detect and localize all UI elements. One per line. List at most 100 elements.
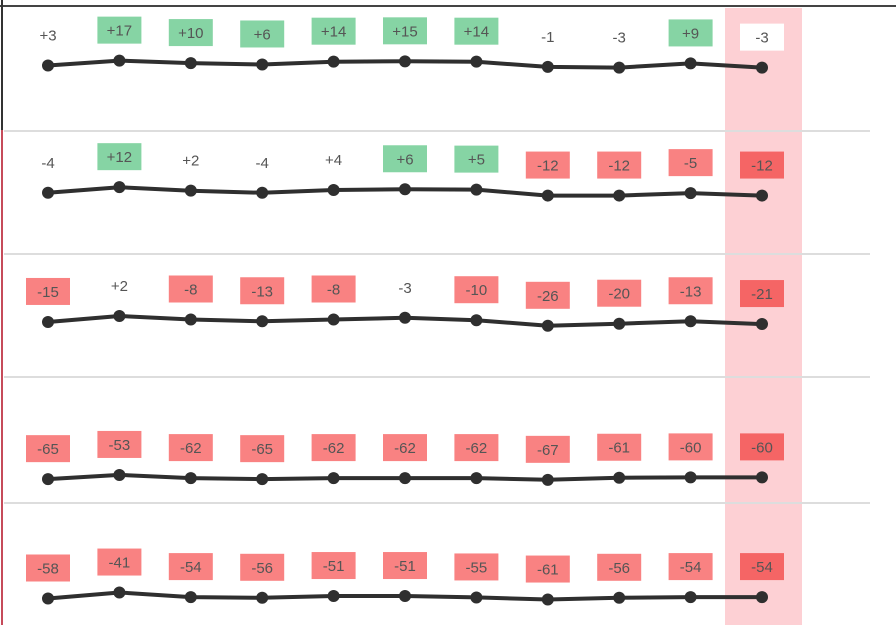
data-point [256, 473, 269, 486]
data-point [684, 57, 697, 70]
data-label-box [26, 277, 70, 305]
data-label: +4 [325, 152, 342, 169]
data-point [613, 591, 626, 604]
data-point [42, 59, 54, 72]
data-label: -62 [394, 440, 416, 457]
data-point [399, 55, 411, 68]
data-point [684, 591, 697, 604]
data-point [184, 591, 197, 604]
data-point [470, 314, 483, 327]
data-point [684, 187, 697, 200]
data-label-box [383, 552, 427, 580]
data-label-box [597, 433, 642, 461]
data-label: -5 [684, 155, 697, 172]
data-point [399, 183, 411, 196]
data-point [42, 315, 54, 328]
data-label: -10 [466, 282, 488, 299]
data-label: +3 [39, 28, 56, 45]
data-label: -12 [751, 158, 773, 175]
data-label-box [454, 434, 499, 462]
data-label: -13 [680, 283, 702, 300]
data-point [541, 189, 554, 202]
data-label-box [240, 277, 285, 305]
data-point [184, 57, 197, 70]
data-point [42, 186, 54, 199]
data-point [256, 591, 269, 604]
data-label: -60 [680, 439, 702, 456]
data-point [327, 472, 340, 485]
data-point [541, 319, 554, 332]
data-label-box [311, 275, 356, 303]
data-label: -26 [537, 288, 559, 305]
data-point [613, 189, 626, 202]
data-label-box [597, 279, 642, 307]
data-point [256, 315, 269, 328]
data-point [470, 591, 483, 604]
data-point [327, 313, 340, 326]
data-label: -3 [398, 280, 411, 297]
data-label-box [168, 434, 213, 462]
data-label-box [97, 143, 142, 171]
data-label: -56 [251, 560, 273, 577]
data-label-box [454, 276, 499, 304]
data-label: -21 [751, 286, 773, 303]
data-label-box [240, 20, 285, 48]
data-label: -4 [41, 155, 54, 172]
data-point [613, 61, 626, 74]
data-label-box [740, 23, 784, 51]
data-point [113, 181, 126, 194]
data-point [684, 471, 697, 484]
data-label-box [740, 280, 784, 308]
data-label: -51 [394, 558, 416, 575]
data-label: -53 [109, 437, 131, 454]
data-label-box [311, 552, 356, 580]
data-label: -61 [608, 440, 630, 457]
data-label-box [454, 145, 499, 173]
data-label: -1 [541, 29, 554, 46]
data-point [541, 473, 554, 486]
data-label-box [454, 17, 499, 45]
data-label: +12 [107, 149, 132, 166]
data-label-box [525, 151, 570, 179]
data-label-box [668, 149, 713, 177]
data-label: +6 [396, 151, 413, 168]
data-label: +14 [321, 24, 346, 41]
sparkline-row-4: -65 -53 -62 -65 -62 -62 -62 -67 -61 -60 -60 [26, 430, 784, 486]
data-label-box [383, 434, 427, 462]
data-label-box [240, 553, 285, 581]
data-point [327, 590, 340, 603]
data-label: -61 [537, 562, 559, 579]
data-label-box [97, 430, 142, 458]
data-label-box [311, 17, 356, 45]
data-point [756, 471, 768, 484]
data-label-box [740, 433, 784, 461]
data-label: -12 [537, 158, 559, 175]
data-label-box [168, 553, 213, 581]
data-point [113, 310, 126, 323]
data-label: -20 [608, 286, 630, 303]
data-label-box [26, 554, 70, 582]
data-label: -55 [466, 559, 488, 576]
sparkline-row-5: -58 -41 -54 -56 -51 -51 -55 -61 -56 -54 -54 [26, 548, 784, 606]
data-point [684, 315, 697, 328]
data-label-box [668, 277, 713, 305]
data-label-box [668, 553, 713, 581]
data-label-box [668, 433, 713, 461]
data-label-box [525, 281, 570, 309]
data-label-box [383, 145, 427, 173]
data-point [113, 468, 126, 481]
data-label: -56 [608, 560, 630, 577]
data-label: +10 [178, 25, 203, 42]
data-point [399, 311, 411, 324]
data-label-box [97, 548, 142, 576]
highlight-column [725, 8, 802, 625]
data-point [470, 55, 483, 68]
data-label: +5 [468, 152, 485, 169]
data-label: -4 [256, 155, 269, 172]
data-label-box [525, 435, 570, 463]
data-label: +6 [254, 26, 271, 43]
data-label-box [740, 151, 784, 179]
data-label-box [240, 435, 285, 463]
data-point [470, 183, 483, 196]
